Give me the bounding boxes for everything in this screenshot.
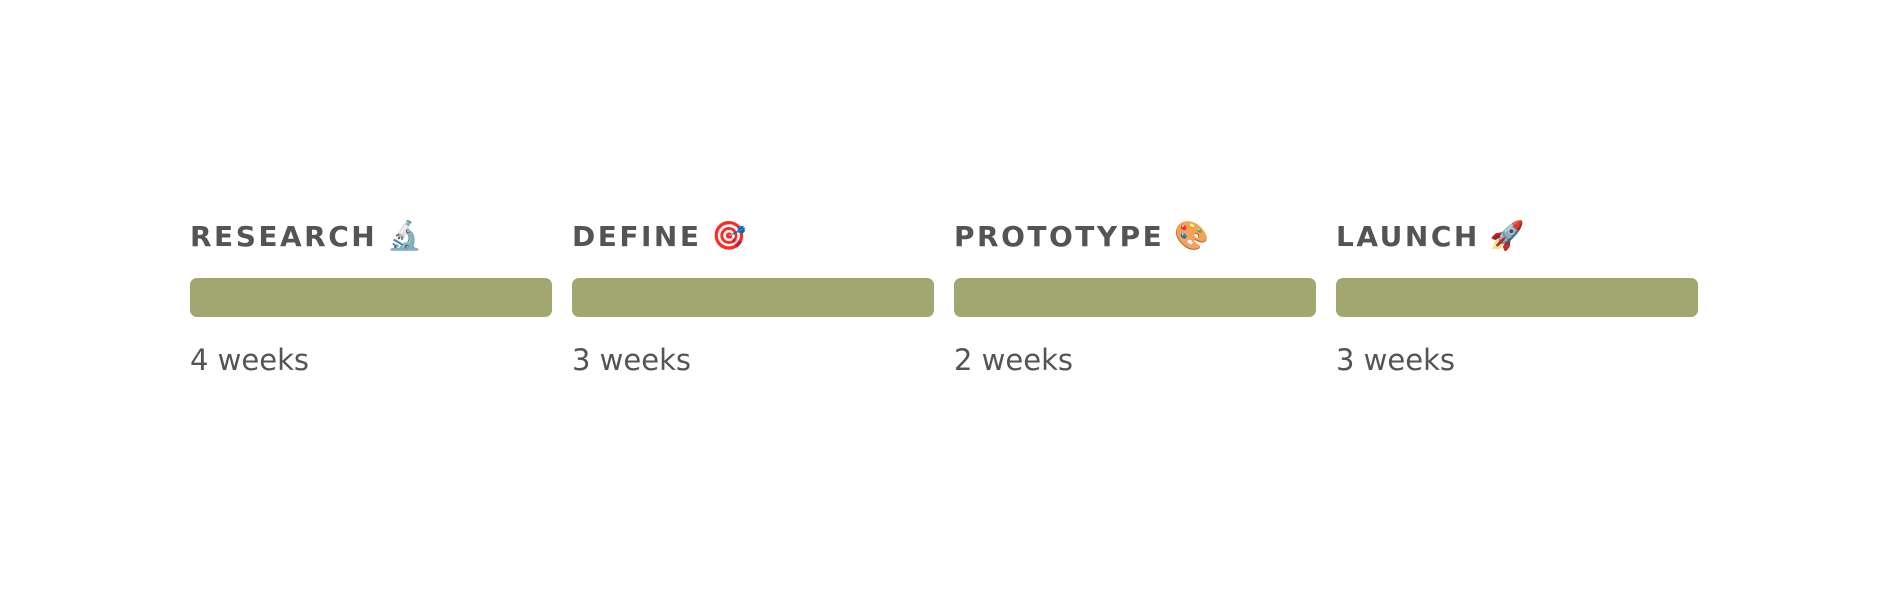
phase-title: RESEARCH (190, 219, 378, 253)
phase-bar (190, 278, 552, 317)
phase-heading: PROTOTYPE 🎨 (954, 212, 1316, 260)
phase-prototype: PROTOTYPE 🎨 2 weeks (954, 212, 1316, 377)
phase-research: RESEARCH 🔬 4 weeks (190, 212, 552, 377)
phase-heading: RESEARCH 🔬 (190, 212, 552, 260)
rocket-icon: 🚀 (1489, 219, 1525, 252)
phase-title: PROTOTYPE (954, 219, 1165, 253)
phase-define: DEFINE 🎯 3 weeks (572, 212, 934, 377)
phase-timeline: RESEARCH 🔬 4 weeks DEFINE 🎯 3 weeks PROT… (190, 212, 1698, 377)
phase-launch: LAUNCH 🚀 3 weeks (1336, 212, 1698, 377)
palette-icon: 🎨 (1174, 219, 1210, 252)
phase-duration: 2 weeks (954, 343, 1073, 377)
phase-title: LAUNCH (1336, 219, 1480, 253)
phase-bar (954, 278, 1316, 317)
phase-bar (572, 278, 934, 317)
target-icon: 🎯 (711, 219, 747, 252)
phase-title: DEFINE (572, 219, 702, 253)
microscope-icon: 🔬 (387, 219, 423, 252)
phase-heading: LAUNCH 🚀 (1336, 212, 1698, 260)
phase-bar (1336, 278, 1698, 317)
phase-duration: 3 weeks (572, 343, 691, 377)
phase-duration: 4 weeks (190, 343, 309, 377)
phase-duration: 3 weeks (1336, 343, 1455, 377)
phase-heading: DEFINE 🎯 (572, 212, 934, 260)
